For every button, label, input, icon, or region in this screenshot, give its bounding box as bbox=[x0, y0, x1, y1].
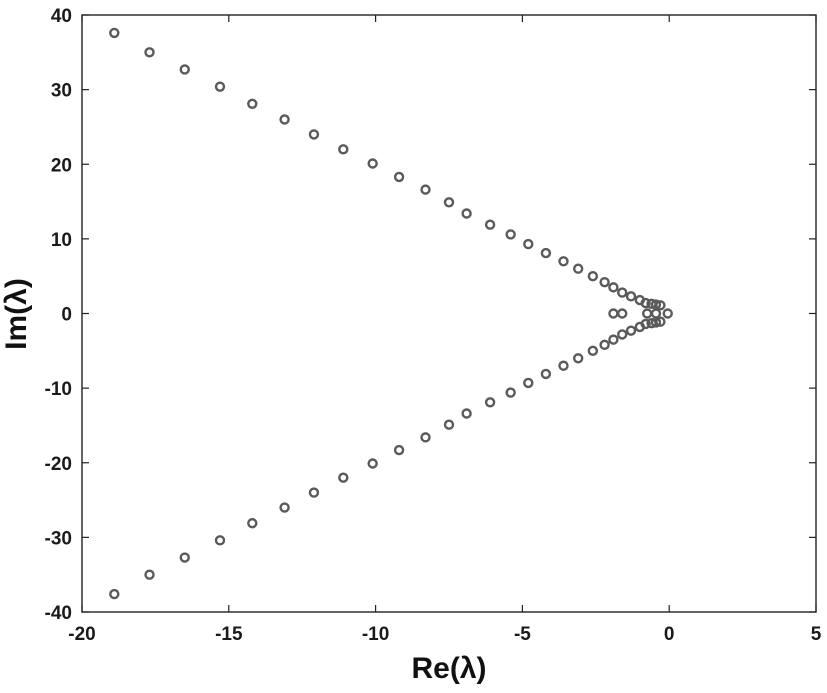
plot-background bbox=[82, 15, 816, 612]
data-point bbox=[587, 345, 599, 357]
data-point bbox=[109, 27, 120, 39]
x-tick-label: -20 bbox=[68, 624, 95, 645]
y-tick-label: 0 bbox=[61, 305, 72, 326]
y-tick-label: -30 bbox=[45, 528, 72, 549]
data-point bbox=[443, 419, 455, 430]
data-point bbox=[308, 129, 320, 140]
data-point bbox=[144, 569, 155, 580]
data-point bbox=[655, 316, 666, 327]
y-axis-label: Im(λ) bbox=[0, 278, 33, 350]
x-tick-label: -10 bbox=[362, 624, 389, 645]
data-point bbox=[650, 308, 662, 319]
y-tick-label: -20 bbox=[45, 454, 72, 475]
data-point bbox=[599, 339, 610, 351]
data-point bbox=[393, 444, 405, 456]
x-tick-label: -15 bbox=[215, 624, 243, 645]
data-points-layer bbox=[109, 27, 673, 600]
data-point bbox=[572, 353, 584, 364]
data-point bbox=[540, 368, 552, 380]
y-tick-label: -10 bbox=[45, 379, 72, 400]
data-point bbox=[558, 256, 569, 267]
data-point bbox=[308, 487, 320, 498]
data-point bbox=[461, 408, 472, 419]
y-tick-label: 20 bbox=[51, 155, 72, 176]
data-point bbox=[247, 98, 258, 110]
y-tick-label: 40 bbox=[51, 6, 72, 27]
data-point bbox=[655, 300, 666, 311]
data-point bbox=[367, 158, 378, 169]
data-point bbox=[109, 588, 120, 600]
data-point bbox=[540, 247, 552, 259]
data-point bbox=[247, 517, 258, 529]
data-point bbox=[214, 81, 226, 92]
data-point bbox=[279, 502, 290, 513]
data-point bbox=[617, 329, 628, 340]
x-tick-label: 0 bbox=[664, 624, 675, 645]
x-tick-label: -5 bbox=[514, 624, 531, 645]
data-point bbox=[279, 114, 290, 125]
data-point bbox=[640, 297, 651, 309]
data-point bbox=[179, 552, 190, 563]
y-tick-label: -40 bbox=[45, 603, 72, 624]
data-point bbox=[393, 171, 405, 183]
data-point bbox=[662, 308, 673, 319]
data-point bbox=[523, 377, 534, 389]
data-point bbox=[640, 318, 651, 330]
data-point bbox=[608, 282, 619, 293]
data-point bbox=[617, 308, 628, 319]
data-point bbox=[505, 229, 516, 240]
data-point bbox=[338, 472, 349, 483]
data-point bbox=[179, 64, 190, 75]
y-tick-label: 30 bbox=[51, 81, 72, 102]
y-tick-label: 10 bbox=[51, 230, 72, 251]
data-point bbox=[367, 458, 378, 469]
data-point bbox=[443, 197, 455, 208]
data-point bbox=[420, 184, 431, 195]
data-point bbox=[484, 219, 496, 230]
data-point bbox=[608, 334, 619, 345]
tick-labels-layer: -20 -15 -10 -5 0 5 40 30 20 10 0 -10 -20 -30 -40 bbox=[45, 6, 822, 645]
x-axis-label: Re(λ) bbox=[411, 652, 486, 685]
data-point bbox=[461, 208, 472, 219]
data-point bbox=[599, 276, 610, 288]
data-point bbox=[625, 325, 637, 336]
x-tick-label: 5 bbox=[811, 624, 822, 645]
data-point bbox=[144, 47, 155, 58]
data-point bbox=[484, 397, 496, 408]
data-point bbox=[505, 387, 516, 398]
data-point bbox=[214, 535, 226, 546]
data-point bbox=[572, 263, 584, 274]
data-point bbox=[420, 432, 431, 443]
data-point bbox=[558, 360, 569, 371]
data-point bbox=[625, 291, 637, 302]
data-point bbox=[338, 144, 349, 155]
plot-frame bbox=[81, 14, 817, 613]
data-point bbox=[587, 270, 599, 282]
data-point bbox=[523, 238, 534, 250]
data-point bbox=[617, 287, 628, 298]
